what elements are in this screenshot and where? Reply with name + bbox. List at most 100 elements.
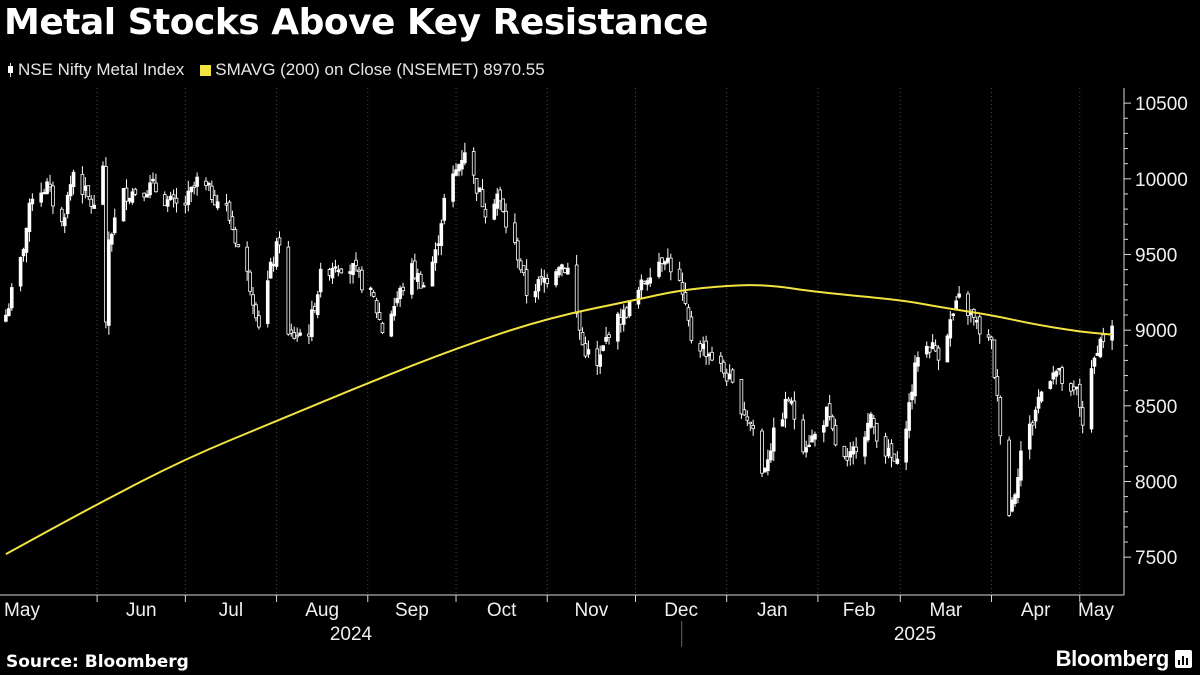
brand-mark: Bloomberg xyxy=(1056,646,1192,672)
candle xyxy=(183,195,188,214)
source-note: Source: Bloomberg xyxy=(6,652,189,672)
candle xyxy=(1110,319,1114,350)
candle-body xyxy=(842,445,847,457)
candle-body xyxy=(257,315,261,328)
candle-body xyxy=(433,249,438,264)
candle xyxy=(504,203,508,234)
candle xyxy=(730,368,735,384)
candle-body xyxy=(492,203,497,220)
candle-body xyxy=(389,313,394,337)
candle-body xyxy=(413,260,417,279)
candle-body xyxy=(68,184,73,197)
candle-body xyxy=(910,391,914,401)
candle xyxy=(533,284,538,303)
candle-body xyxy=(992,339,997,378)
y-tick-label: 9500 xyxy=(1135,245,1177,266)
candle xyxy=(977,314,982,344)
candle-body xyxy=(966,293,970,316)
candle xyxy=(966,291,970,325)
candle xyxy=(827,394,832,421)
candle xyxy=(1069,382,1073,397)
candle xyxy=(398,285,402,307)
candle xyxy=(371,289,376,298)
candle-body xyxy=(1016,477,1020,498)
candle-body xyxy=(1054,371,1059,377)
candle-body xyxy=(866,422,870,441)
candle xyxy=(339,267,344,274)
candle xyxy=(883,432,888,464)
candle xyxy=(148,175,152,199)
candle-body xyxy=(460,160,464,170)
candle-body xyxy=(824,406,829,427)
candle xyxy=(580,327,585,346)
candle-body xyxy=(742,409,747,416)
candle-body xyxy=(504,210,508,228)
candle-body xyxy=(577,311,582,331)
candle-body xyxy=(112,217,117,234)
candle xyxy=(354,252,358,272)
candle-body xyxy=(933,345,938,352)
candle xyxy=(724,368,729,386)
candle xyxy=(442,193,447,225)
candle-body xyxy=(474,178,479,194)
candle xyxy=(801,414,805,455)
candle-body xyxy=(974,320,979,323)
candle xyxy=(780,412,785,427)
candle-body xyxy=(92,204,96,209)
candle xyxy=(310,300,314,342)
candle xyxy=(289,323,294,337)
candle xyxy=(866,413,870,443)
candle-body xyxy=(104,166,108,323)
candle xyxy=(65,191,70,219)
candle xyxy=(286,240,291,336)
candle-body xyxy=(368,287,373,290)
y-tick-label: 10000 xyxy=(1135,170,1188,191)
candle-body xyxy=(621,309,626,325)
candle-body xyxy=(457,164,461,172)
candle xyxy=(439,219,444,256)
candle xyxy=(698,340,703,358)
candle-body xyxy=(7,308,11,317)
candle xyxy=(560,263,564,277)
candle-body xyxy=(377,312,382,320)
candle-body xyxy=(307,333,311,337)
candle xyxy=(669,253,673,281)
candle xyxy=(174,188,179,213)
candle xyxy=(657,252,661,279)
candle xyxy=(624,306,629,319)
candle-body xyxy=(436,243,441,246)
candle xyxy=(71,169,76,195)
candle xyxy=(9,283,14,311)
candle-body xyxy=(327,269,332,276)
candle-body xyxy=(1051,372,1056,380)
candle xyxy=(869,411,873,429)
candle-body xyxy=(595,348,600,366)
candle-body xyxy=(313,305,317,311)
candle-body xyxy=(471,151,476,176)
candle xyxy=(112,208,117,236)
candle-body xyxy=(1007,439,1011,516)
candle-body xyxy=(430,261,435,287)
candle xyxy=(495,188,500,216)
candle xyxy=(516,237,520,269)
year-label: 2025 xyxy=(894,624,936,645)
candle xyxy=(236,244,241,248)
candle-body xyxy=(310,309,314,337)
candle xyxy=(948,311,953,347)
candle-body xyxy=(748,421,753,425)
candle-body xyxy=(42,191,46,195)
candle-body xyxy=(554,271,558,286)
candle xyxy=(563,266,567,274)
candle xyxy=(813,431,817,447)
candle-body xyxy=(165,199,170,207)
candle xyxy=(333,259,338,273)
candle-body xyxy=(721,361,726,374)
candle xyxy=(327,267,332,281)
candle-body xyxy=(1030,422,1035,426)
candle xyxy=(539,268,544,286)
candle-body xyxy=(627,300,632,317)
candle-body xyxy=(995,376,1000,396)
candle xyxy=(751,419,755,436)
candle xyxy=(1098,336,1103,359)
candle xyxy=(936,345,941,371)
